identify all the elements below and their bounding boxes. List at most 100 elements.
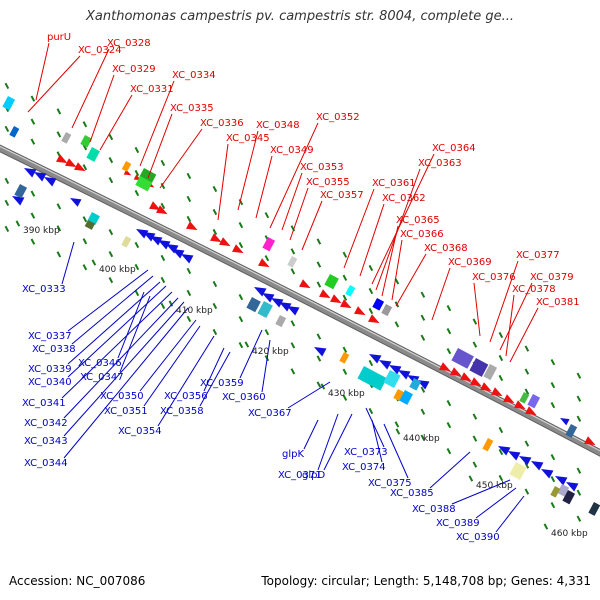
tick-mark: [316, 333, 322, 340]
gene-label-top: XC_0353: [300, 162, 344, 173]
gene-block: [275, 315, 287, 328]
tick-mark: [56, 251, 62, 258]
tick-mark: [108, 251, 114, 258]
tick-mark: [134, 289, 140, 297]
leader-line: [287, 381, 331, 409]
reverse-gene-arrow: [369, 354, 382, 364]
gene-label-bottom: XC_0375: [368, 478, 412, 489]
gene-label-top: XC_0368: [424, 243, 468, 254]
tick-mark: [186, 195, 192, 203]
leader-line: [281, 172, 303, 231]
scale-tick: [244, 341, 250, 348]
tick-mark: [316, 261, 322, 268]
leader-line: [143, 325, 201, 407]
leader-line: [343, 188, 375, 269]
tick-mark: [30, 118, 36, 125]
gene-label-top: XC_0369: [448, 257, 492, 268]
gene-block: [257, 301, 273, 319]
scale-tick: [168, 300, 174, 307]
tick-mark: [446, 328, 452, 335]
scale-label: 430 kbp: [328, 389, 365, 399]
tick-mark: [446, 400, 452, 407]
leader-line: [117, 291, 145, 359]
tick-mark: [472, 341, 478, 348]
tick-mark: [30, 95, 36, 102]
tick-mark: [108, 157, 114, 164]
gene-block: [469, 357, 489, 377]
tick-mark: [394, 421, 400, 428]
tick-mark: [264, 212, 270, 219]
reverse-gene-arrow: [12, 196, 25, 206]
leader-line: [61, 241, 75, 285]
gene-label-bottom: XC_0340: [28, 377, 72, 388]
scale-label: 460 kbp: [551, 529, 588, 539]
tick-mark: [316, 381, 322, 388]
map-title: Xanthomonas campestris pv. campestris st…: [86, 9, 514, 24]
gene-label-top: XC_0331: [130, 84, 174, 95]
forward-gene-arrow: [156, 205, 168, 215]
leader-line: [473, 282, 481, 337]
tick-mark: [160, 302, 166, 310]
gene-label-bottom: XC_0374: [342, 462, 386, 473]
tick-mark: [160, 159, 166, 167]
leader-line: [429, 451, 471, 489]
tick-mark: [56, 108, 62, 115]
feature-layer: [2, 96, 600, 516]
gene-label-bottom: XC_0385: [390, 488, 434, 499]
gene-label-top: XC_0324: [78, 45, 122, 56]
gene-label-top: XC_0377: [516, 250, 560, 261]
tick-mark: [368, 287, 374, 295]
tick-mark: [342, 368, 348, 375]
gene-block-cyan: [2, 96, 16, 111]
leader-line: [71, 275, 154, 345]
tick-mark: [342, 251, 348, 258]
tick-mark: [82, 164, 88, 171]
reverse-gene-arrow: [379, 360, 392, 370]
tick-mark: [290, 225, 296, 232]
tick-mark: [108, 229, 114, 236]
tick-mark: [238, 341, 244, 349]
gene-block: [139, 168, 157, 184]
gene-label-bottom: XC_0350: [100, 391, 144, 402]
scale-label: 400 kbp: [99, 265, 136, 275]
forward-gene-arrow: [525, 406, 537, 416]
tick-mark: [30, 238, 36, 245]
scale-label: 410 kbp: [176, 306, 213, 316]
reverse-gene-arrow: [262, 293, 275, 303]
tick-mark: [368, 264, 374, 272]
tick-mark: [524, 462, 530, 469]
gene-block: [345, 285, 356, 297]
tick-mark: [30, 138, 36, 145]
tick-mark: [186, 172, 192, 180]
tick-mark: [472, 318, 478, 325]
scale-label: 450 kbp: [476, 481, 513, 491]
tick-mark: [82, 264, 88, 271]
tick-mark: [108, 177, 114, 184]
tick-mark: [4, 199, 10, 207]
tick-mark: [420, 291, 426, 298]
tick-mark: [446, 305, 452, 312]
tick-mark: [394, 321, 400, 328]
tick-mark: [238, 198, 244, 206]
backbone-layer: [0, 144, 600, 457]
gene-block: [9, 126, 20, 138]
leader-line: [475, 487, 517, 519]
tick-mark: [472, 435, 478, 442]
reverse-gene-arrow: [271, 298, 284, 308]
forward-gene-arrow: [56, 154, 68, 164]
forward-gene-arrow: [74, 162, 86, 172]
tick-mark: [420, 386, 426, 393]
leader-line: [139, 319, 197, 392]
gene-label-top: XC_0334: [172, 70, 216, 81]
gene-label-top: XC_0361: [372, 178, 416, 189]
leader-line: [139, 80, 175, 167]
leader-line: [301, 200, 323, 251]
gene-label-bottom: XC_0390: [456, 532, 500, 543]
tick-mark: [524, 345, 530, 352]
reverse-gene-arrow: [519, 456, 532, 466]
leader-line: [505, 294, 515, 357]
reverse-gene-arrow: [34, 172, 47, 182]
gene-label-top: XC_0336: [200, 118, 244, 129]
tick-mark: [368, 407, 374, 415]
